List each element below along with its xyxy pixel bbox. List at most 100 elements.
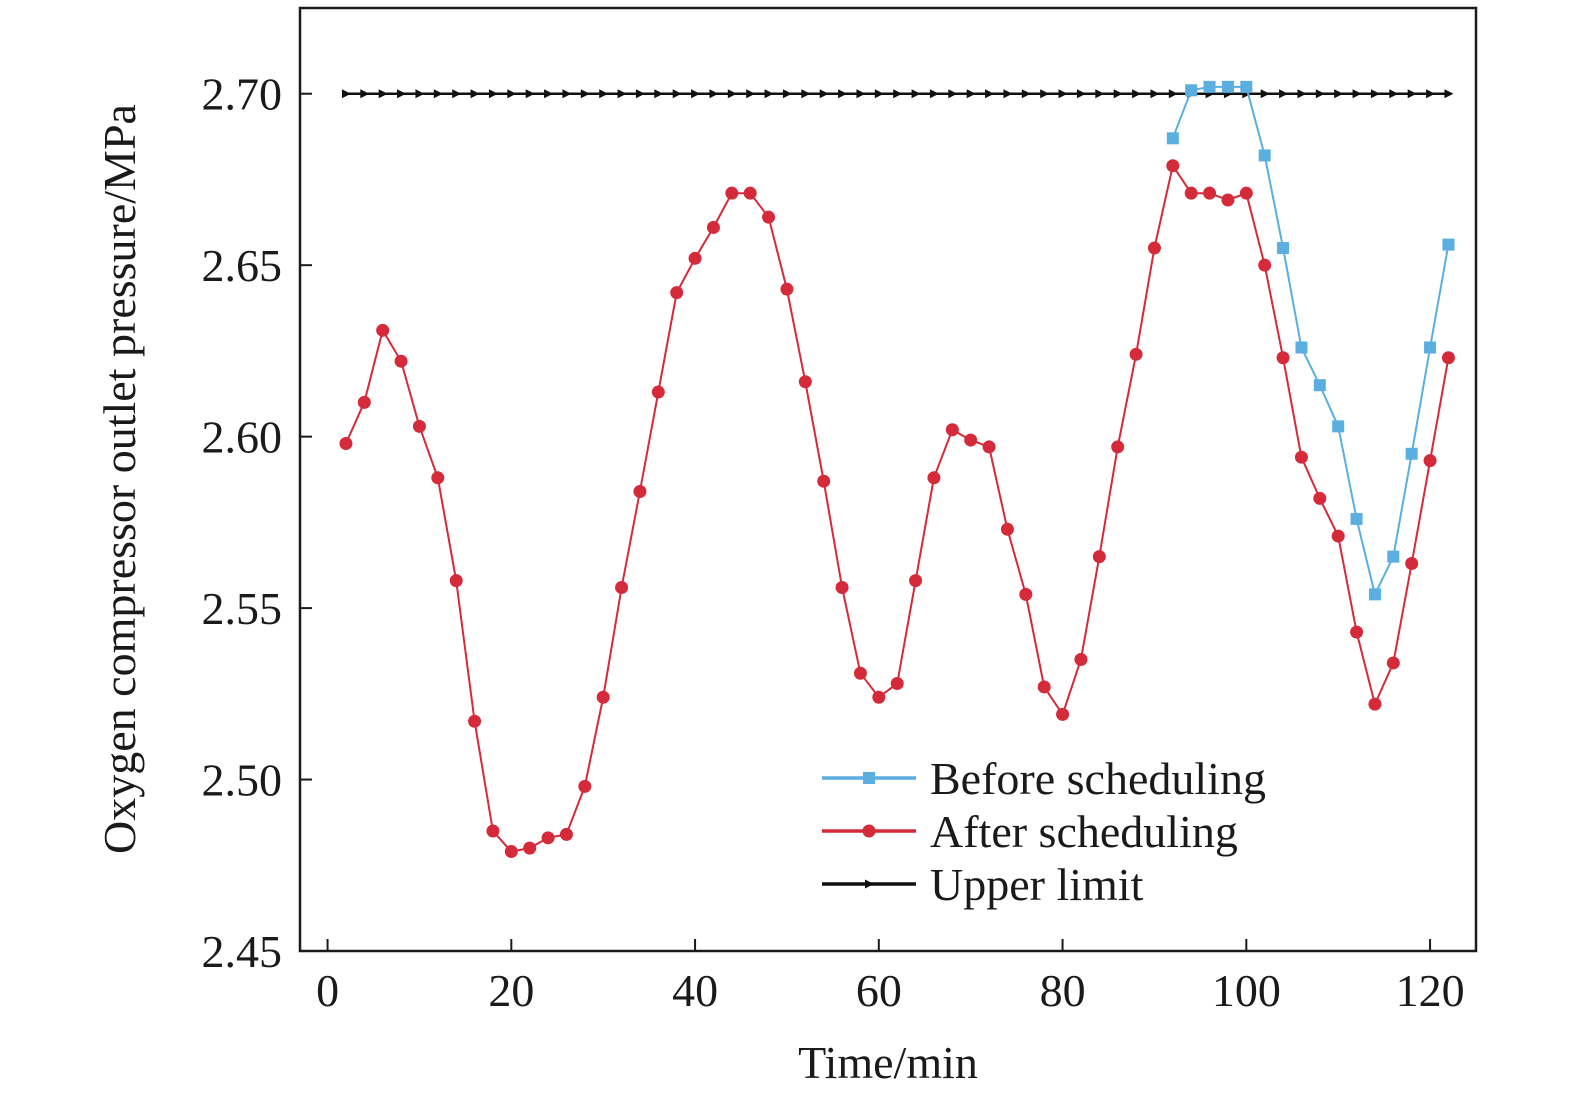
plot-area [339, 80, 1455, 859]
data-point [1056, 707, 1070, 721]
data-point [1313, 379, 1326, 392]
legend-label: After scheduling [930, 806, 1238, 857]
data-point [911, 89, 921, 99]
data-point [1166, 159, 1180, 173]
data-point [433, 89, 443, 99]
data-point [964, 433, 978, 447]
data-point [486, 824, 500, 838]
data-point [599, 89, 609, 99]
data-point [893, 89, 903, 99]
data-point [709, 89, 719, 99]
data-point [1368, 588, 1381, 601]
data-point [1389, 89, 1399, 99]
data-point [725, 186, 739, 200]
data-point [559, 827, 573, 841]
data-point [1221, 193, 1235, 207]
data-point [617, 89, 627, 99]
data-point [376, 323, 390, 337]
y-tick-label: 2.70 [202, 69, 283, 120]
legend-item: Before scheduling [822, 753, 1266, 804]
data-point [1423, 454, 1437, 468]
y-tick-label: 2.60 [202, 412, 283, 463]
data-point [985, 89, 995, 99]
data-point [397, 89, 407, 99]
data-point [1387, 550, 1400, 563]
data-point [1370, 89, 1380, 99]
x-tick-label: 60 [856, 965, 902, 1016]
data-point [1129, 347, 1143, 361]
data-point [743, 186, 757, 200]
data-point [1407, 89, 1417, 99]
series-before-scheduling [1166, 80, 1455, 601]
data-point [890, 677, 904, 691]
data-point [415, 89, 425, 99]
data-point [1147, 241, 1161, 255]
data-point [909, 574, 923, 588]
data-point [1386, 656, 1400, 670]
data-point [1350, 512, 1363, 525]
data-point [1092, 550, 1106, 564]
data-point [1185, 84, 1198, 97]
data-point [378, 89, 388, 99]
data-point [1260, 89, 1270, 99]
data-point [672, 89, 682, 99]
y-tick-label: 2.65 [202, 240, 283, 291]
data-point [1441, 351, 1455, 365]
x-tick-label: 20 [488, 965, 534, 1016]
data-point [1350, 625, 1364, 639]
data-point [635, 89, 645, 99]
data-point [654, 89, 664, 99]
data-point [360, 89, 370, 99]
data-point [1203, 186, 1217, 200]
data-point [1239, 186, 1253, 200]
data-point [1297, 89, 1307, 99]
data-point [1442, 238, 1455, 251]
y-tick-label: 2.55 [202, 583, 283, 634]
legend-swatch-marker [863, 772, 875, 784]
data-point [1332, 420, 1345, 433]
data-point [1279, 89, 1289, 99]
data-point [394, 354, 408, 368]
data-point [1240, 80, 1253, 93]
data-point [762, 210, 776, 224]
legend-swatch-marker [862, 824, 876, 838]
data-point [1111, 440, 1125, 454]
data-point [507, 89, 517, 99]
x-tick-label: 40 [672, 965, 718, 1016]
y-axis: 2.45 2.50 2.55 2.60 2.65 2.70 [202, 69, 312, 977]
data-point [470, 89, 480, 99]
data-point [982, 440, 996, 454]
x-axis: 0 20 40 60 80 100 120 [316, 939, 1465, 1016]
legend-label: Before scheduling [930, 753, 1266, 804]
data-point [452, 89, 462, 99]
data-point [780, 282, 794, 296]
data-point [1405, 447, 1418, 460]
data-point [1331, 529, 1345, 543]
data-point [615, 581, 629, 595]
data-point [1221, 80, 1234, 93]
data-point [838, 89, 848, 99]
data-point [1334, 89, 1344, 99]
data-point [929, 89, 939, 99]
data-point [1019, 587, 1033, 601]
data-point [856, 89, 866, 99]
data-point [948, 89, 958, 99]
data-point [1294, 450, 1308, 464]
legend-swatch-marker [865, 879, 874, 889]
data-point [670, 286, 684, 300]
data-point [1003, 89, 1013, 99]
data-point [1074, 653, 1088, 667]
data-point [1203, 80, 1216, 93]
data-point [525, 89, 535, 99]
data-point [1076, 89, 1086, 99]
data-point [835, 581, 849, 595]
data-point [449, 574, 463, 588]
data-point [782, 89, 792, 99]
data-point [504, 845, 518, 859]
legend-label: Upper limit [930, 859, 1144, 910]
data-point [1368, 697, 1382, 711]
series-upper-limit [341, 89, 1454, 99]
data-point [1258, 258, 1272, 272]
data-point [819, 89, 829, 99]
